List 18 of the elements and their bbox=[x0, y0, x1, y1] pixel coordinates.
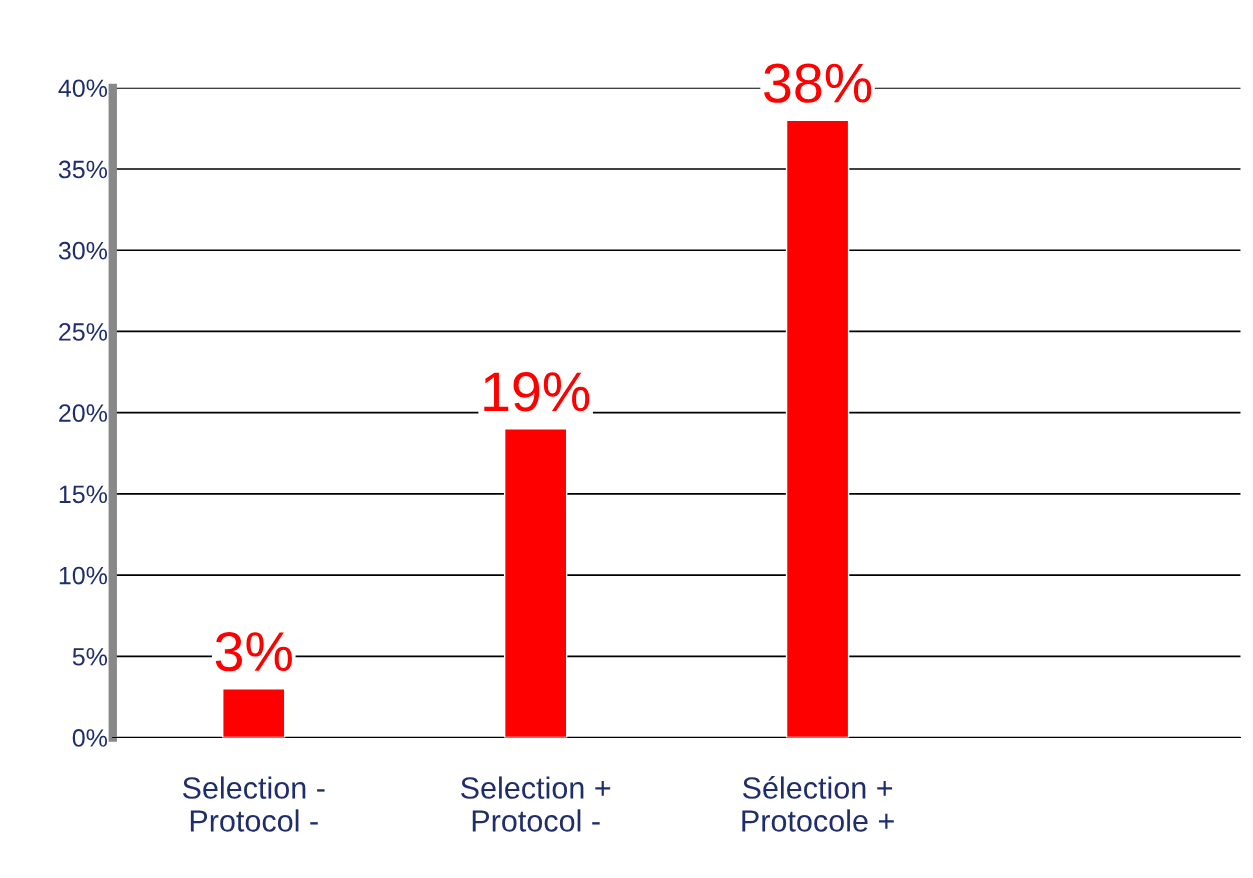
y-tick-label: 25% bbox=[59, 323, 108, 341]
bar bbox=[785, 119, 850, 738]
y-tick-label: 20% bbox=[59, 404, 108, 422]
x-tick-label: Sélection + Protocole + bbox=[742, 776, 894, 832]
data-label: 3% bbox=[215, 631, 292, 672]
y-tick-label: 35% bbox=[58, 160, 108, 179]
x-tick-label: Selection + Protocol - bbox=[461, 776, 611, 832]
y-tick-label: 5% bbox=[72, 648, 108, 666]
y-tick-label: 0% bbox=[72, 729, 108, 747]
bar bbox=[503, 428, 568, 738]
x-tick-label: Selection - Protocol - bbox=[182, 776, 325, 832]
bar bbox=[222, 688, 286, 738]
y-tick-label: 30% bbox=[58, 241, 108, 260]
data-label: 38% bbox=[764, 63, 872, 103]
y-tick-label: 15% bbox=[59, 485, 108, 504]
y-tick-label: 40% bbox=[58, 79, 108, 98]
data-label: 19% bbox=[484, 372, 590, 412]
y-tick-label: 10% bbox=[59, 566, 108, 585]
